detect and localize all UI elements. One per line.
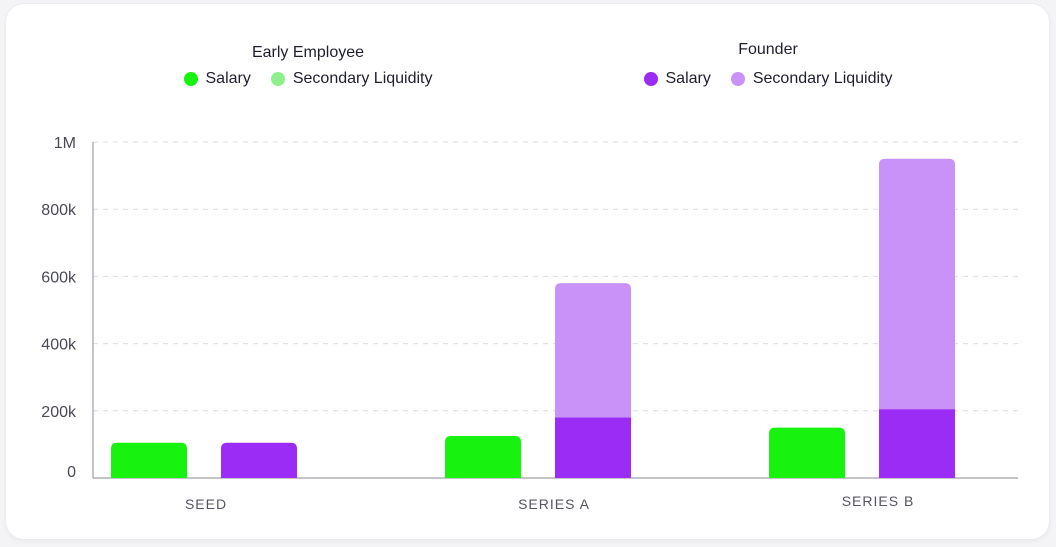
bar-founder-secondary-liquidity-series-a	[555, 283, 631, 418]
bar-early-employee-salary-seed	[111, 442, 187, 478]
x-tick-label: SERIES B	[842, 493, 915, 509]
bar-early-employee-salary-series-a	[445, 436, 521, 478]
legend-item-early-secondary[interactable]: Secondary Liquidity	[270, 70, 433, 88]
bar-founder-salary-seed	[221, 442, 297, 478]
y-tick-label: 0	[67, 464, 76, 481]
legend-founder: Founder Salary Secondary Liquidity	[618, 41, 918, 88]
legend-dot-icon	[643, 72, 658, 86]
y-tick-label: 800k	[41, 202, 77, 219]
y-tick-label: 600k	[41, 269, 77, 286]
y-tick-label: 200k	[41, 404, 77, 421]
bar-early-employee-salary-series-b	[769, 427, 845, 478]
y-tick-label: 400k	[41, 337, 77, 354]
legend-early-employee: Early Employee Salary Secondary Liquidit…	[158, 44, 458, 88]
legend-label: Salary	[665, 70, 711, 87]
legend-dot-icon	[183, 72, 198, 86]
legend-dot-icon	[270, 72, 285, 86]
legend-dot-icon	[730, 72, 745, 86]
y-tick-label: 1M	[54, 135, 76, 152]
bar-founder-salary-series-a	[555, 417, 631, 478]
legend-item-founder-secondary[interactable]: Secondary Liquidity	[730, 70, 893, 88]
bar-founder-secondary-liquidity-series-b	[879, 158, 955, 410]
x-tick-label: SEED	[185, 496, 227, 512]
x-tick-label: SERIES A	[518, 496, 590, 512]
legend-title-founder: Founder	[738, 41, 798, 58]
legend-label: Secondary Liquidity	[752, 70, 893, 87]
legend-item-early-salary[interactable]: Salary	[183, 70, 251, 88]
legend-label: Secondary Liquidity	[292, 70, 433, 87]
bar-founder-salary-series-b	[879, 409, 955, 478]
legend-label: Salary	[205, 70, 251, 87]
legend-title-early-employee: Early Employee	[251, 44, 365, 61]
legend-item-founder-salary[interactable]: Salary	[643, 70, 711, 88]
